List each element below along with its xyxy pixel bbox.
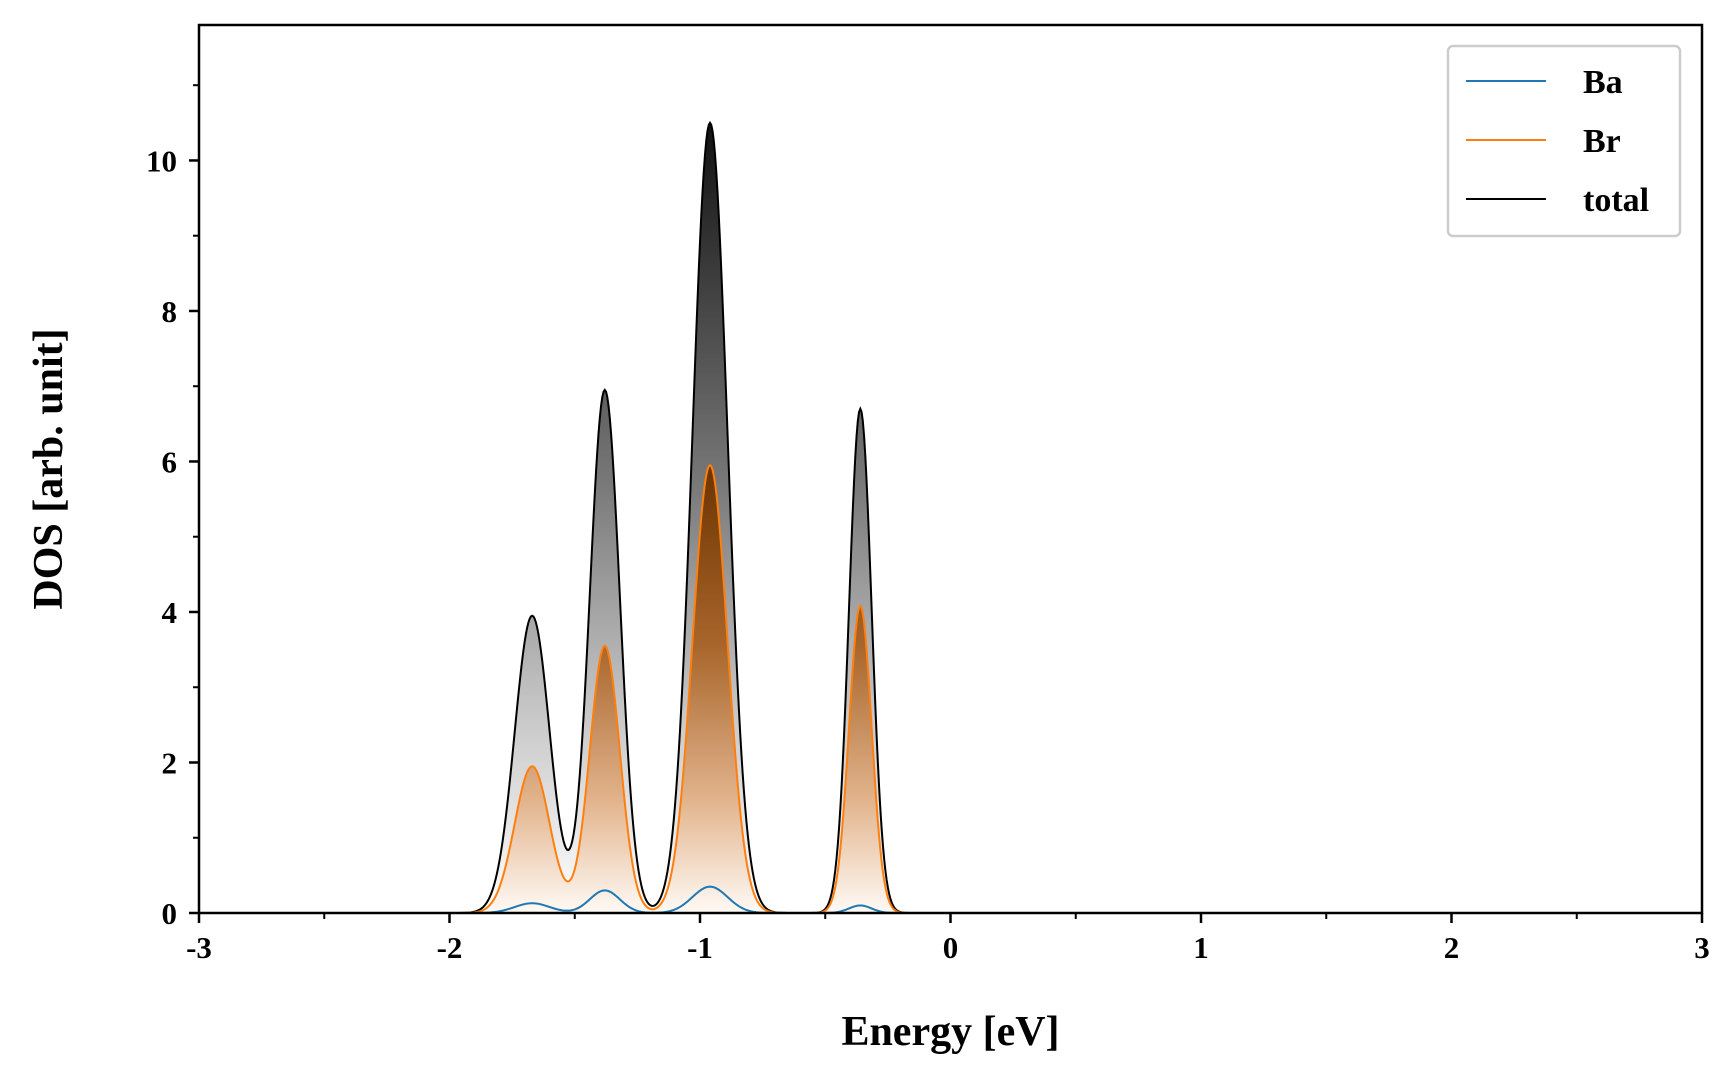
legend-label-ba: Ba (1583, 64, 1623, 101)
tick-labels: -3 -2 -1 0 1 2 3 0 2 4 6 8 10 (146, 143, 1710, 965)
y-axis-label: DOS [arb. unit] (26, 328, 72, 609)
x-axis-label: Energy [eV] (841, 1009, 1059, 1055)
x-tick-label: 1 (1193, 930, 1209, 965)
legend-label-br: Br (1583, 123, 1621, 160)
y-tick-label: 10 (146, 143, 177, 178)
x-tick-label: -2 (437, 930, 463, 965)
series-lines (199, 120, 1702, 914)
legend: Ba Br total (1446, 44, 1682, 238)
area-fills (199, 122, 1702, 913)
plot-frame (197, 23, 1704, 915)
x-tick-label: -3 (186, 930, 212, 965)
series-line-ba (199, 885, 1702, 914)
x-tick-label: 3 (1694, 930, 1710, 965)
y-tick-label: 0 (162, 896, 178, 931)
x-tick-label: 2 (1444, 930, 1460, 965)
fill-total (199, 122, 1702, 913)
x-tick-label: -1 (687, 930, 713, 965)
y-tick-label: 8 (162, 294, 178, 329)
y-tick-label: 6 (162, 444, 178, 479)
legend-box (1446, 44, 1682, 238)
x-tick-label: 0 (943, 930, 959, 965)
legend-label-total: total (1583, 182, 1649, 219)
series-line-total (199, 120, 1702, 914)
fill-br (199, 465, 1702, 913)
y-tick-label: 2 (162, 745, 178, 780)
y-tick-label: 4 (162, 595, 178, 630)
series-line-br (199, 463, 1702, 914)
